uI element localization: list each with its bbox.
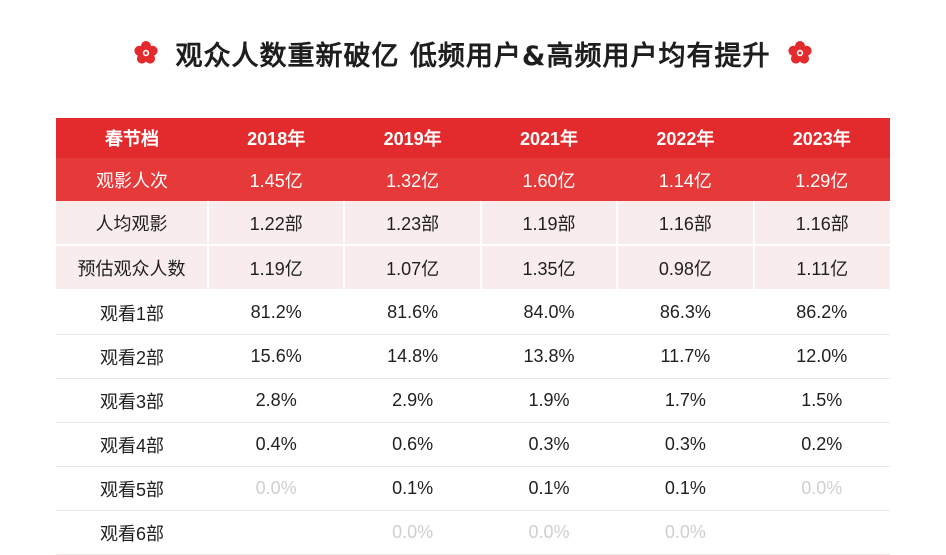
- value-cell: 0.0%: [208, 466, 345, 511]
- header-year-cell: 2021年: [480, 118, 618, 158]
- value-cell: 0.3%: [617, 422, 754, 467]
- spring-festival-table: 春节档 2018年 2019年 2021年 2022年 2023年 观影人次 1.45亿 1.…: [56, 118, 890, 555]
- row-label: 观看6部: [56, 510, 208, 555]
- table-row: 观看4部 0.4% 0.6% 0.3% 0.3% 0.2%: [56, 422, 890, 467]
- header-year-cell: 2023年: [753, 118, 890, 158]
- value-cell: 1.19部: [479, 201, 618, 246]
- row-label: 观看1部: [56, 290, 208, 335]
- table-row: 人均观影 1.22部 1.23部 1.19部 1.16部 1.16部: [56, 201, 890, 246]
- value-cell: 1.9%: [480, 378, 618, 423]
- row-label: 观看2部: [56, 334, 208, 379]
- value-cell: 0.6%: [344, 422, 481, 467]
- value-cell: 15.6%: [208, 334, 345, 379]
- value-cell: 0.1%: [617, 466, 754, 511]
- table-row: 观看5部 0.0% 0.1% 0.1% 0.1% 0.0%: [56, 466, 890, 511]
- table-body: 观影人次 1.45亿 1.32亿 1.60亿 1.14亿 1.29亿 人均观影 1.22部 1.…: [56, 158, 890, 555]
- table-row: 观影人次 1.45亿 1.32亿 1.60亿 1.14亿 1.29亿: [56, 158, 890, 201]
- red-flower-icon: [788, 41, 813, 64]
- value-cell: 81.6%: [344, 290, 481, 335]
- value-cell: 0.0%: [753, 466, 890, 511]
- value-cell: 86.2%: [753, 290, 890, 335]
- value-cell: [208, 510, 345, 555]
- value-cell: 1.16部: [752, 201, 890, 246]
- table-row: 预估观众人数 1.19亿 1.07亿 1.35亿 0.98亿 1.11亿: [56, 245, 890, 291]
- row-label: 观看3部: [56, 378, 208, 423]
- value-cell: 2.8%: [208, 378, 345, 423]
- value-cell: 13.8%: [480, 334, 618, 379]
- table-row: 观看6部 0.0% 0.0% 0.0%: [56, 510, 890, 555]
- table-header-row: 春节档 2018年 2019年 2021年 2022年 2023年: [56, 118, 890, 158]
- value-cell: 0.1%: [344, 466, 481, 511]
- header-year-cell: 2018年: [208, 118, 345, 158]
- header-label-cell: 春节档: [56, 118, 208, 158]
- value-cell: 1.22部: [206, 201, 345, 246]
- value-cell: 1.29亿: [753, 158, 890, 201]
- row-label: 观看4部: [56, 422, 208, 467]
- header-year-cell: 2019年: [344, 118, 481, 158]
- value-cell: 0.1%: [480, 466, 618, 511]
- red-flower-icon: [133, 41, 158, 64]
- value-cell: 1.19亿: [206, 245, 345, 291]
- value-cell: 0.0%: [480, 510, 618, 555]
- value-cell: 1.35亿: [479, 245, 618, 291]
- value-cell: 2.9%: [344, 378, 481, 423]
- value-cell: 1.45亿: [208, 158, 345, 201]
- value-cell: 1.5%: [753, 378, 890, 423]
- value-cell: 81.2%: [208, 290, 345, 335]
- value-cell: 86.3%: [617, 290, 754, 335]
- row-label: 预估观众人数: [56, 245, 208, 291]
- value-cell: [753, 510, 890, 555]
- title-bar: 观众人数重新破亿 低频用户&高频用户均有提升: [0, 28, 946, 78]
- value-cell: 0.4%: [208, 422, 345, 467]
- value-cell: 1.7%: [617, 378, 754, 423]
- page-title: 观众人数重新破亿 低频用户&高频用户均有提升: [175, 40, 771, 72]
- header-year-cell: 2022年: [617, 118, 754, 158]
- table-row: 观看2部 15.6% 14.8% 13.8% 11.7% 12.0%: [56, 334, 890, 379]
- value-cell: 0.98亿: [616, 245, 754, 291]
- value-cell: 0.3%: [480, 422, 618, 467]
- value-cell: 0.2%: [753, 422, 890, 467]
- row-label: 观看5部: [56, 466, 208, 511]
- value-cell: 1.60亿: [480, 158, 618, 201]
- value-cell: 12.0%: [753, 334, 890, 379]
- value-cell: 1.16部: [616, 201, 754, 246]
- value-cell: 0.0%: [617, 510, 754, 555]
- value-cell: 0.0%: [344, 510, 481, 555]
- value-cell: 1.11亿: [752, 245, 890, 291]
- table-row: 观看1部 81.2% 81.6% 84.0% 86.3% 86.2%: [56, 290, 890, 335]
- row-label: 观影人次: [56, 158, 208, 201]
- value-cell: 1.07亿: [343, 245, 481, 291]
- value-cell: 1.23部: [343, 201, 481, 246]
- value-cell: 11.7%: [617, 334, 754, 379]
- table-row: 观看3部 2.8% 2.9% 1.9% 1.7% 1.5%: [56, 378, 890, 423]
- value-cell: 14.8%: [344, 334, 481, 379]
- value-cell: 84.0%: [480, 290, 618, 335]
- row-label: 人均观影: [56, 201, 208, 246]
- value-cell: 1.32亿: [344, 158, 481, 201]
- value-cell: 1.14亿: [617, 158, 754, 201]
